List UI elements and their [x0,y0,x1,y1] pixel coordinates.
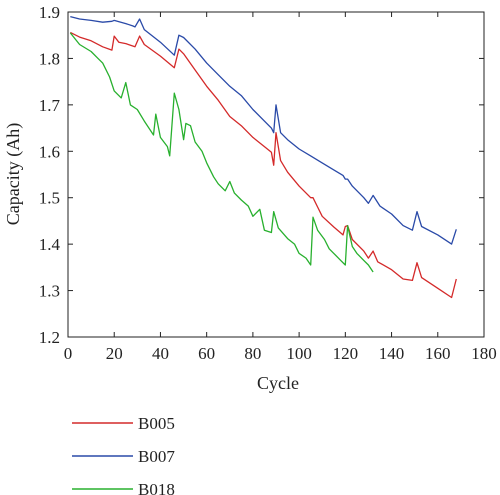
x-tick-label: 40 [152,344,169,363]
axes-layer: 0 20 40 60 80 100 120 140 160 180 1.2 1.3 1.4 1.5 1.6 1… [39,3,497,363]
series-layer [69,15,457,299]
y-tick-label: 1.5 [39,189,60,208]
x-tick-label: 20 [106,344,123,363]
legend-label-b018: B018 [138,480,175,495]
y-tick-label: 1.8 [39,49,60,68]
y-tick-label: 1.6 [39,142,60,161]
legend-label-b007: B007 [138,447,175,466]
x-tick-label: 0 [64,344,73,363]
x-tick-label: 60 [198,344,215,363]
plot-area [67,11,485,338]
x-axis-label: Cycle [257,373,299,393]
y-tick-label: 1.3 [39,282,60,301]
y-tick-label: 1.4 [39,235,61,254]
y-tick-label: 1.2 [39,328,60,347]
x-tick-label: 100 [286,344,312,363]
y-axis-label: Capacity (Ah) [3,123,24,225]
y-tick-label: 1.7 [39,96,61,115]
y-tick-label: 1.9 [39,3,60,22]
x-tick-label: 180 [471,344,497,363]
x-tick-label: 160 [425,344,451,363]
series-line-b007 [70,15,457,245]
plot-frame [67,11,485,338]
series-line-b018 [69,32,374,273]
x-tick-label: 80 [244,344,261,363]
legend-label-b005: B005 [138,414,175,433]
series-line-b005 [70,31,457,299]
x-tick-label: 140 [379,344,405,363]
legend: B005 B007 B018 [72,414,175,495]
x-tick-label: 120 [333,344,359,363]
